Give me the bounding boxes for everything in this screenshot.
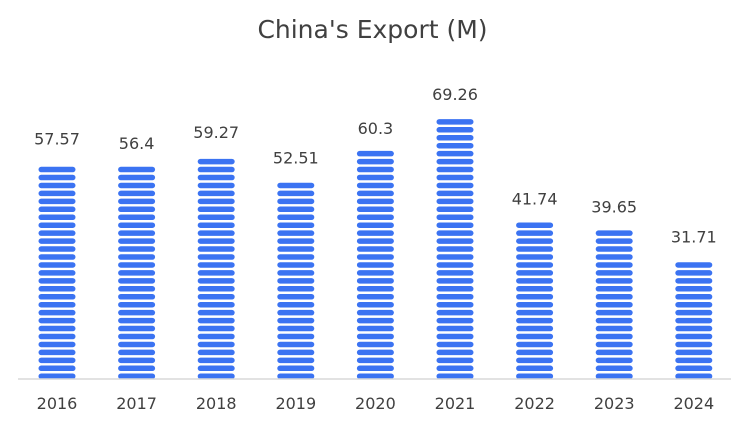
x-tick-2023: 2023 [594,394,635,413]
value-label-2017: 56.4 [119,134,155,153]
data-labels-layer: 57.57 56.4 59.27 52.51 60.3 69.26 41.74 39.65 31… [34,85,717,247]
value-label-2016: 57.57 [34,129,80,148]
x-tick-labels-layer: 2016 2017 2018 2019 2020 2021 2022 2023 2024 [37,394,715,413]
bar-2021 [436,119,474,379]
value-label-2019: 52.51 [273,149,319,168]
x-tick-2024: 2024 [673,394,714,413]
x-tick-2020: 2020 [355,394,396,413]
x-tick-2018: 2018 [196,394,237,413]
value-label-2024: 31.71 [671,228,717,247]
bars-layer [38,119,713,379]
bar-2019 [277,182,315,379]
x-tick-2022: 2022 [514,394,555,413]
value-label-2023: 39.65 [591,197,637,216]
value-label-2022: 41.74 [512,190,558,209]
x-tick-2016: 2016 [37,394,78,413]
value-label-2021: 69.26 [432,85,478,104]
x-tick-2019: 2019 [275,394,316,413]
value-label-2018: 59.27 [193,123,239,142]
x-tick-2017: 2017 [116,394,157,413]
value-label-2020: 60.3 [358,119,394,138]
bar-2020 [356,150,394,379]
bar-2024 [675,262,713,379]
bar-2023 [595,230,633,379]
bar-2018 [197,158,235,379]
bar-2016 [38,166,76,379]
x-tick-2021: 2021 [435,394,476,413]
bar-2017 [118,166,156,379]
chart-title: China's Export (M) [257,15,487,44]
bar-2022 [516,222,554,379]
